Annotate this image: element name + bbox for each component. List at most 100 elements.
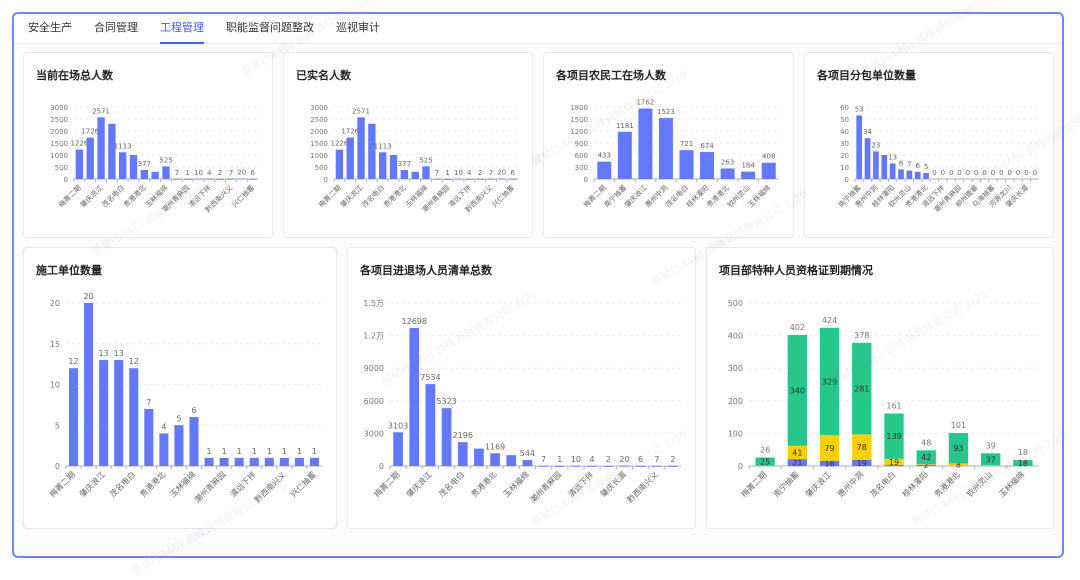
bar[interactable]: [390, 155, 397, 179]
bar[interactable]: [433, 179, 440, 180]
bar[interactable]: [659, 118, 673, 179]
bar[interactable]: [280, 458, 289, 466]
bar[interactable]: [636, 466, 646, 467]
bar[interactable]: [873, 151, 879, 179]
bar[interactable]: [571, 466, 581, 467]
bar[interactable]: [442, 408, 452, 466]
bar[interactable]: [700, 152, 714, 179]
tab-contract[interactable]: 合同管理: [94, 14, 138, 43]
bar[interactable]: [539, 466, 549, 467]
bar[interactable]: [159, 433, 168, 466]
bar[interactable]: [141, 170, 148, 179]
bar[interactable]: [295, 458, 304, 466]
bar-value-label: 13: [888, 153, 897, 161]
bar[interactable]: [597, 162, 611, 179]
tab-audit[interactable]: 巡视审计: [336, 14, 380, 43]
bar[interactable]: [336, 150, 343, 179]
bar[interactable]: [856, 115, 862, 179]
bar[interactable]: [881, 155, 887, 179]
tab-supervision[interactable]: 职能监督问题整改: [226, 14, 314, 43]
bar[interactable]: [620, 466, 630, 467]
bar[interactable]: [523, 460, 533, 466]
bar[interactable]: [422, 166, 429, 179]
bar[interactable]: [638, 109, 652, 179]
bar[interactable]: [618, 132, 632, 179]
tab-engineering[interactable]: 工程管理: [160, 14, 204, 43]
bar[interactable]: [357, 117, 364, 179]
x-tick-label: 贵港港北: [122, 183, 148, 209]
bar[interactable]: [411, 172, 418, 179]
bar[interactable]: [220, 458, 229, 466]
bar[interactable]: [130, 155, 137, 179]
bar[interactable]: [923, 173, 929, 179]
bar[interactable]: [76, 150, 83, 179]
bar[interactable]: [741, 172, 755, 179]
bar[interactable]: [555, 466, 565, 467]
stacked-segment[interactable]: [981, 465, 1000, 466]
bar[interactable]: [87, 138, 94, 179]
bar[interactable]: [69, 368, 78, 466]
bar[interactable]: [250, 458, 259, 466]
x-tick-label: 玉林福绵: [997, 469, 1027, 499]
bar[interactable]: [99, 360, 108, 466]
bar[interactable]: [890, 163, 896, 179]
bar[interactable]: [265, 458, 274, 466]
bar[interactable]: [476, 179, 483, 180]
y-tick-label: 900: [575, 140, 588, 148]
bar[interactable]: [151, 172, 158, 179]
bar[interactable]: [409, 328, 419, 466]
bar[interactable]: [458, 442, 468, 466]
bar[interactable]: [603, 466, 613, 467]
bar[interactable]: [474, 449, 484, 466]
bar[interactable]: [129, 368, 138, 466]
bar[interactable]: [466, 179, 473, 180]
bar[interactable]: [680, 150, 694, 179]
bar[interactable]: [762, 163, 776, 179]
bar[interactable]: [227, 179, 234, 180]
bar[interactable]: [144, 409, 153, 466]
bar[interactable]: [490, 453, 500, 466]
bar[interactable]: [506, 455, 516, 466]
bar[interactable]: [915, 172, 921, 179]
bar[interactable]: [907, 171, 913, 179]
bar[interactable]: [108, 124, 115, 179]
bar[interactable]: [379, 152, 386, 179]
bar[interactable]: [509, 179, 516, 180]
bar[interactable]: [173, 179, 180, 180]
bar[interactable]: [444, 179, 451, 180]
bar[interactable]: [721, 168, 735, 179]
bar[interactable]: [162, 166, 169, 179]
bar[interactable]: [368, 124, 375, 179]
tab-safety[interactable]: 安全生产: [28, 14, 72, 43]
bar[interactable]: [898, 169, 904, 179]
bar[interactable]: [455, 179, 462, 180]
bar[interactable]: [184, 179, 191, 180]
bar[interactable]: [174, 425, 183, 466]
bar[interactable]: [426, 384, 436, 466]
bar[interactable]: [310, 458, 319, 466]
bar[interactable]: [216, 179, 223, 180]
bar[interactable]: [206, 179, 213, 180]
bar[interactable]: [97, 117, 104, 179]
bar[interactable]: [487, 179, 494, 180]
bar[interactable]: [84, 303, 93, 466]
bar[interactable]: [401, 170, 408, 179]
bar-value-label: 3103: [388, 421, 408, 430]
bar[interactable]: [249, 179, 256, 180]
bar[interactable]: [205, 458, 214, 466]
bar[interactable]: [189, 417, 198, 466]
bar[interactable]: [587, 466, 597, 467]
bar[interactable]: [195, 179, 202, 180]
bar[interactable]: [114, 360, 123, 466]
bar[interactable]: [347, 138, 354, 179]
bar[interactable]: [865, 138, 871, 179]
y-tick-label: 3000: [50, 104, 68, 112]
bar[interactable]: [235, 458, 244, 466]
x-tick-label: 梅菁二期: [372, 469, 402, 499]
bar[interactable]: [668, 466, 678, 467]
bar[interactable]: [498, 179, 505, 180]
bar[interactable]: [652, 466, 662, 467]
bar[interactable]: [393, 432, 403, 466]
bar[interactable]: [119, 152, 126, 179]
bar[interactable]: [238, 179, 245, 180]
